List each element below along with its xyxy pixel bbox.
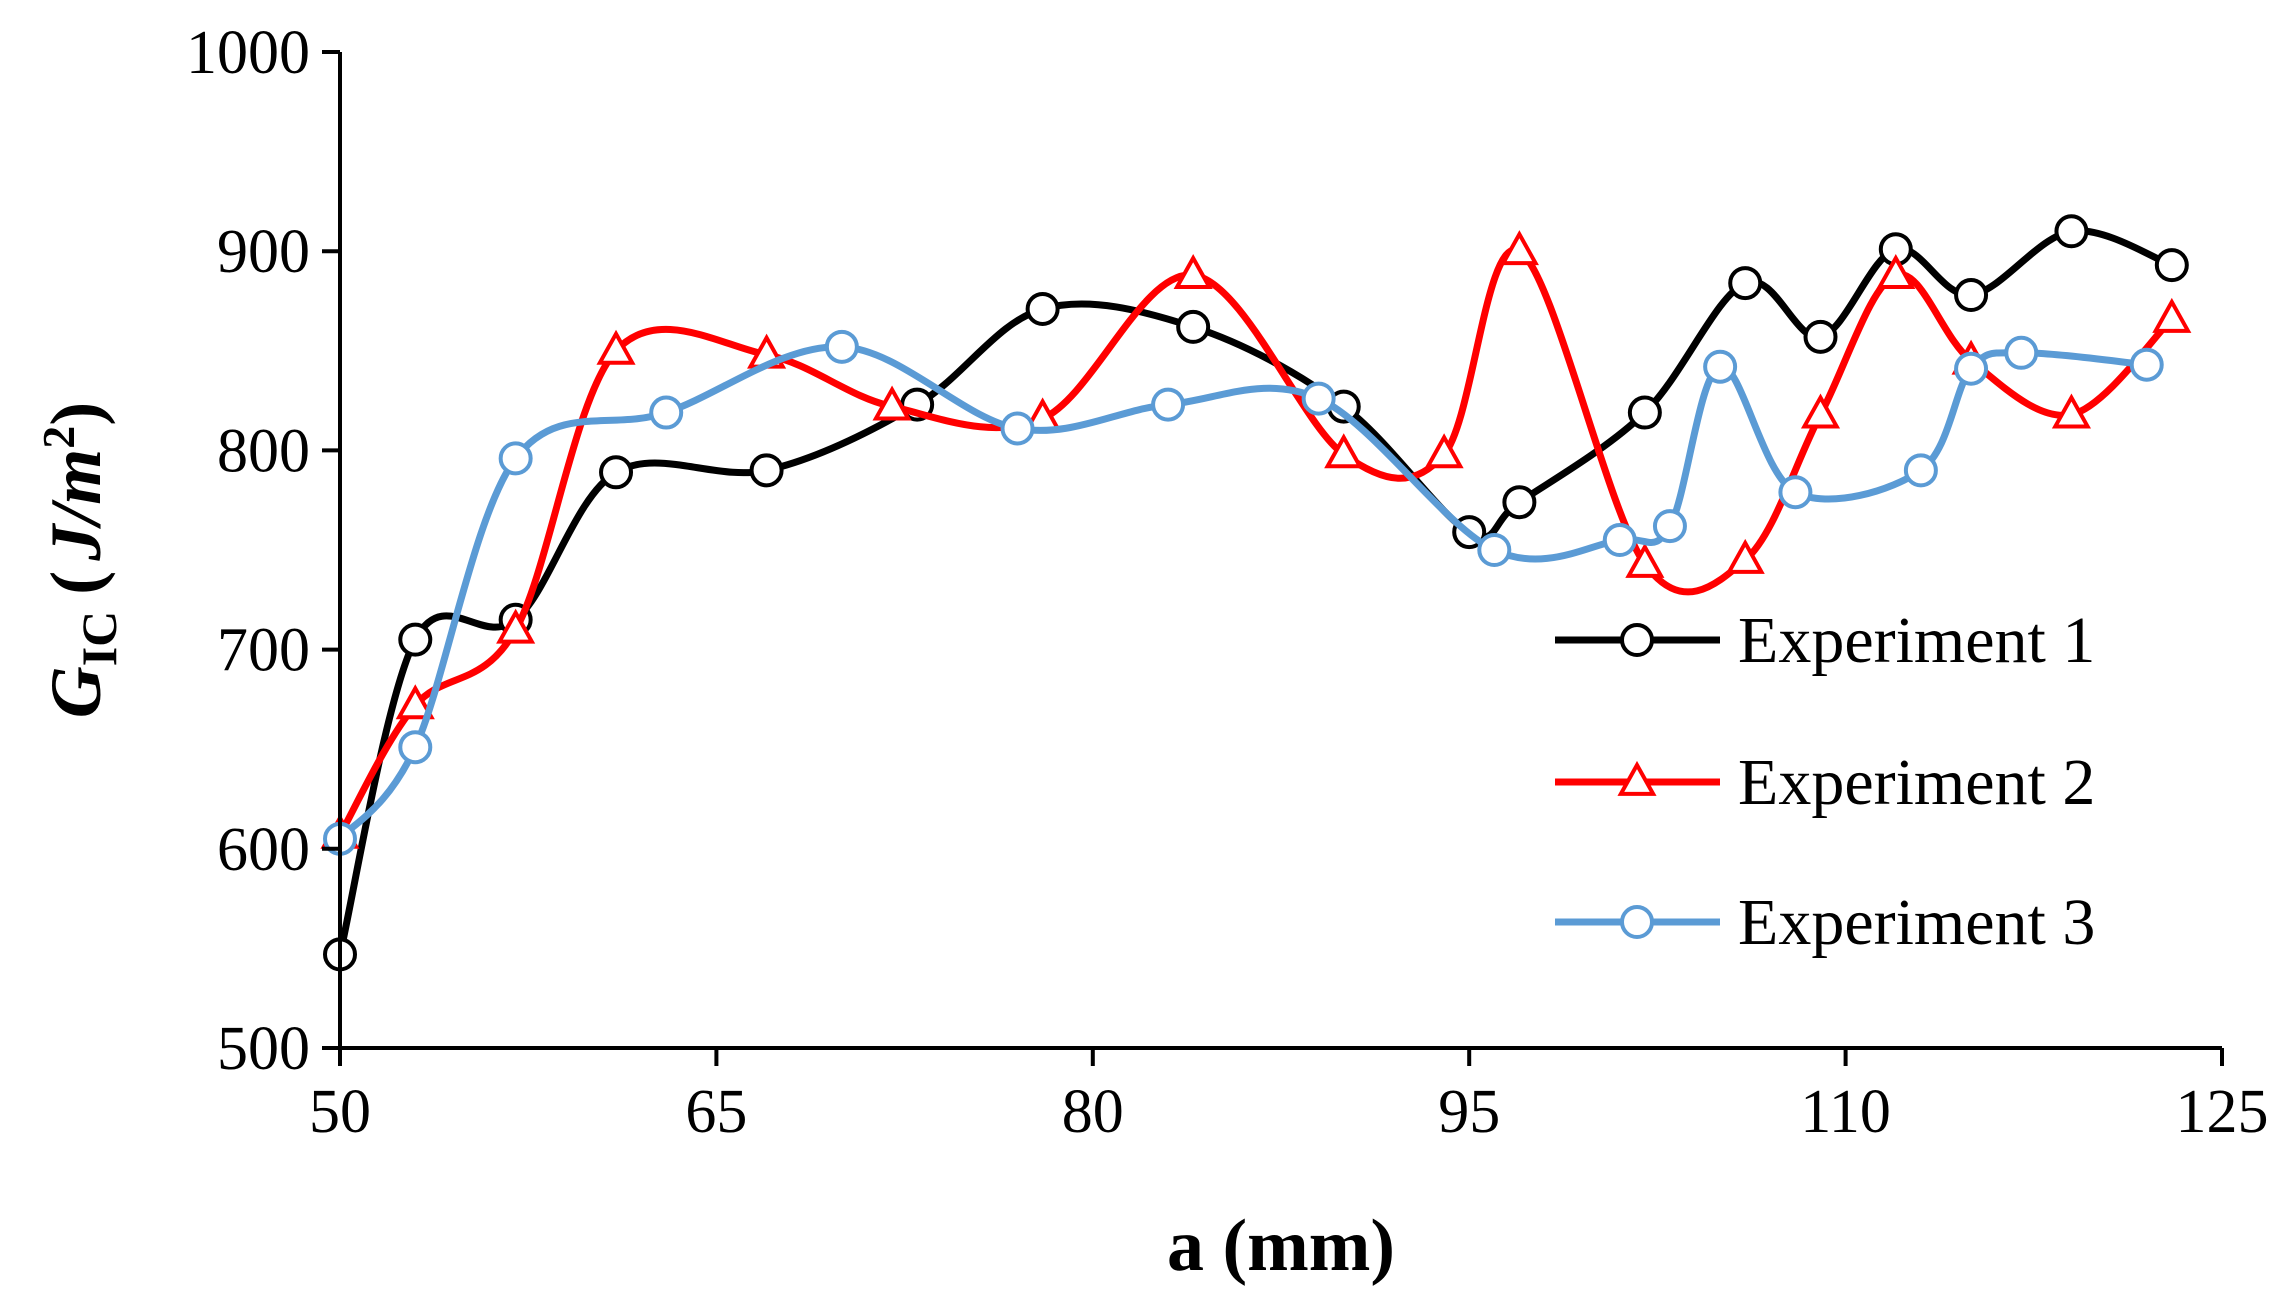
data-point <box>1000 411 1035 446</box>
y-tick-label: 500 <box>217 1015 310 1083</box>
y-tick-label: 900 <box>217 218 310 286</box>
data-point <box>1477 533 1512 567</box>
data-point <box>2051 393 2091 429</box>
y-axis-title-close-paren: ) <box>36 402 116 426</box>
data-point <box>824 329 859 364</box>
legend: Experiment 1 Experiment 2 Experiment 3 <box>1555 604 2095 959</box>
y-tick-label: 600 <box>217 816 310 884</box>
data-point <box>649 395 684 430</box>
data-point <box>398 622 433 657</box>
data-point <box>1803 319 1838 354</box>
data-point <box>1728 266 1763 301</box>
data-point <box>2004 335 2039 370</box>
data-point <box>1876 254 1916 290</box>
data-point <box>395 684 435 720</box>
data-point <box>498 441 533 476</box>
y-tick-label: 700 <box>217 617 310 685</box>
data-point <box>2129 347 2164 382</box>
legend-marker <box>1620 905 1654 939</box>
x-tick-label: 95 <box>1438 1078 1500 1146</box>
data-point <box>749 453 784 488</box>
data-point <box>2054 214 2089 249</box>
legend-marker <box>1617 760 1657 796</box>
y-axis-title-open-paren: ( <box>36 571 116 595</box>
x-tick-label: 110 <box>1800 1078 1891 1146</box>
data-point <box>1625 542 1665 578</box>
data-point <box>599 455 634 490</box>
legend-item-2: Experiment 2 <box>1555 746 2095 819</box>
y-axis-title-subscript: IC <box>71 611 127 667</box>
x-tick-label: 80 <box>1062 1078 1124 1146</box>
series-3 <box>323 329 2164 856</box>
axes <box>338 52 2222 1050</box>
x-tick-label: 50 <box>309 1078 371 1146</box>
data-point <box>398 730 433 765</box>
data-point <box>1627 395 1662 430</box>
data-point <box>1176 309 1211 344</box>
data-point <box>1652 509 1687 544</box>
y-tick-label: 800 <box>217 417 310 485</box>
legend-item-3: Experiment 3 <box>1555 886 2095 959</box>
data-point <box>1025 291 1060 326</box>
data-point <box>1778 475 1813 510</box>
data-point <box>872 385 912 421</box>
data-point <box>1301 381 1336 416</box>
x-tick-label: 65 <box>685 1078 747 1146</box>
legend-label: Experiment 3 <box>1738 886 2095 959</box>
y-axis-title-main: G <box>36 666 116 718</box>
x-axis-title: a (mm) <box>1167 1205 1395 1287</box>
data-point <box>1324 433 1364 469</box>
data-point <box>1725 538 1765 574</box>
data-point <box>1502 485 1537 520</box>
svg-text:GIC(J/m2): GIC ( J/m2) <box>33 402 127 719</box>
data-point <box>1954 278 1989 313</box>
data-point <box>2154 248 2189 283</box>
data-point <box>1424 433 1464 469</box>
data-point <box>1602 523 1637 558</box>
y-axis-title-unit: J/m <box>36 449 116 562</box>
data-point <box>1703 349 1738 384</box>
legend-label: Experiment 2 <box>1738 746 2095 819</box>
legend-marker <box>1620 623 1654 657</box>
data-point <box>1499 230 1539 266</box>
y-axis-title-superscript: 2 <box>33 426 84 449</box>
data-point <box>1151 387 1186 422</box>
data-point <box>2152 297 2192 333</box>
series-1 <box>323 214 2189 972</box>
legend-item-1: Experiment 1 <box>1555 604 2095 677</box>
data-point <box>596 329 636 365</box>
data-point <box>496 608 536 644</box>
legend-label: Experiment 1 <box>1738 604 2095 677</box>
x-tick-label: 125 <box>2176 1078 2269 1146</box>
tick-layer: 500 600 700 800 900 1000 50 65 80 95 110 125 <box>186 19 2269 1146</box>
y-axis-title: GIC ( J/m2) <box>33 402 127 719</box>
data-point <box>1173 254 1213 290</box>
series-layer <box>320 214 2192 972</box>
data-point <box>1954 351 1989 386</box>
y-tick-label: 1000 <box>186 19 310 87</box>
data-point <box>1800 393 1841 429</box>
data-point <box>1903 453 1938 488</box>
